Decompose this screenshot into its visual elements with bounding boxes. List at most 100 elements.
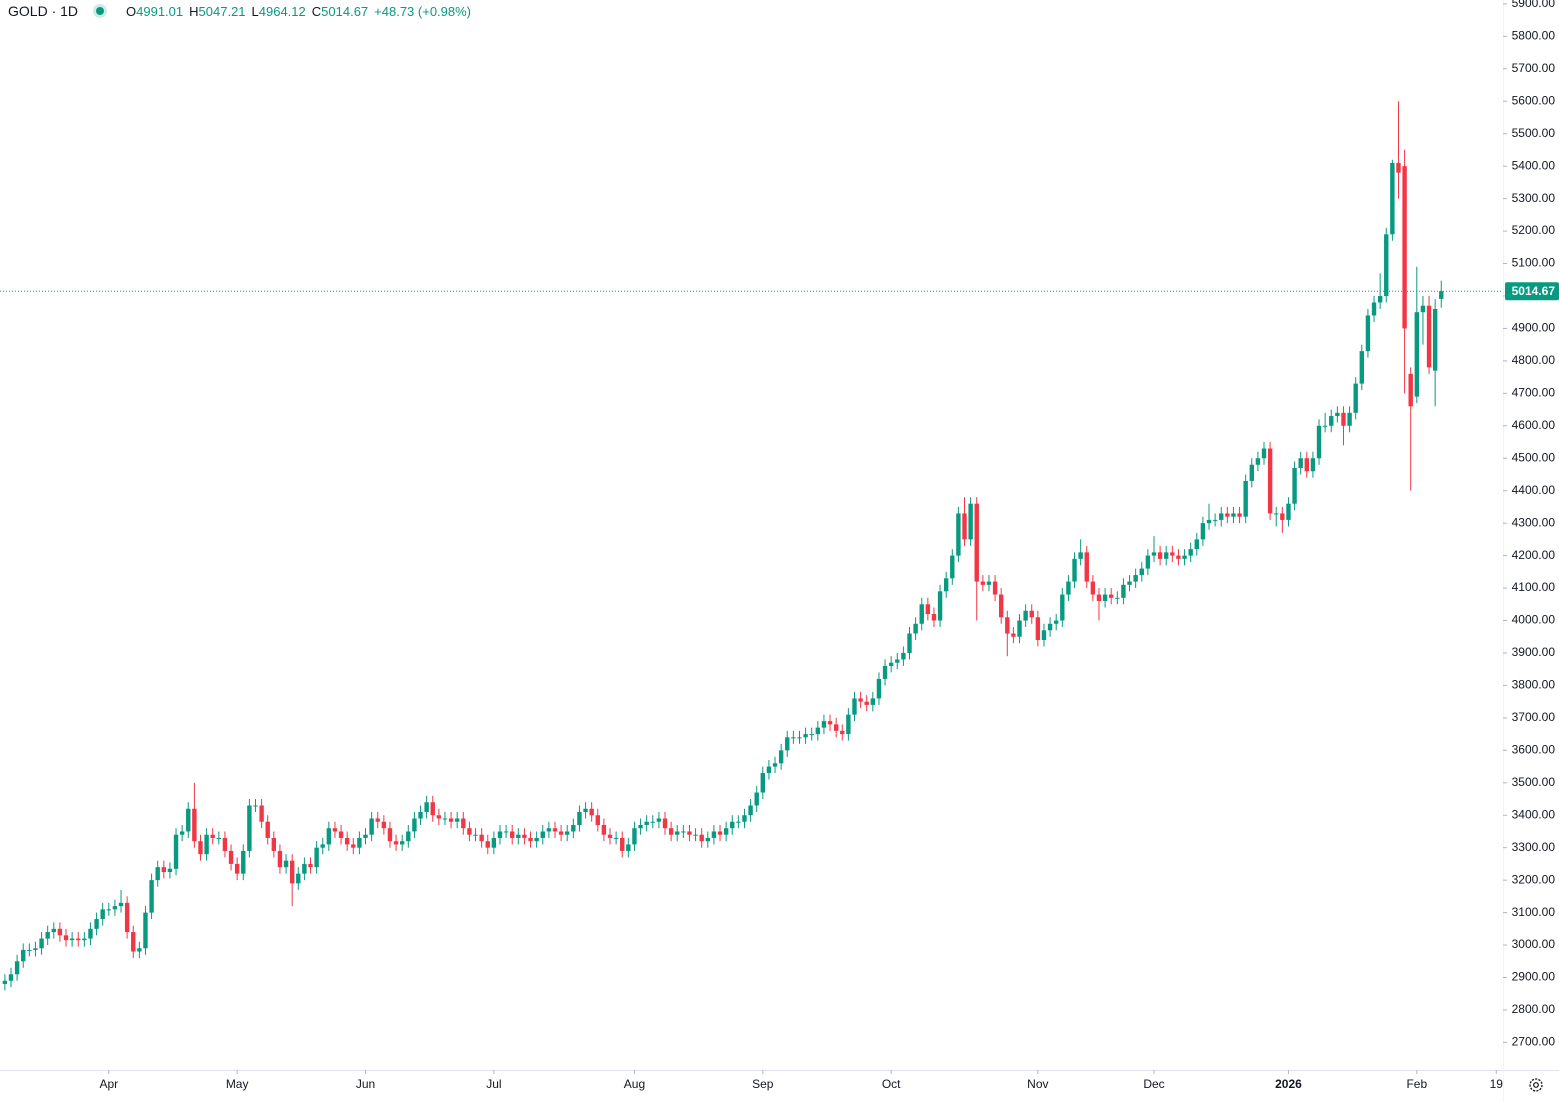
- candle-body: [112, 906, 118, 910]
- candle-body: [791, 737, 796, 739]
- candle-body: [320, 844, 325, 848]
- candle-body: [94, 919, 99, 929]
- candle-body: [1261, 448, 1267, 459]
- candle-body: [1353, 383, 1358, 413]
- close-key: C: [311, 3, 322, 19]
- candle-body: [1390, 162, 1395, 235]
- candle-body: [546, 828, 552, 832]
- candle-body: [467, 828, 472, 835]
- x-tick-label: 19: [1490, 1077, 1504, 1091]
- candle-body: [234, 863, 240, 874]
- candle-body: [601, 824, 607, 835]
- candle-body: [1249, 464, 1254, 481]
- candle-body: [950, 555, 955, 579]
- candle-body: [424, 802, 429, 812]
- y-tick-label: 5400.00: [1512, 158, 1556, 172]
- symbol[interactable]: GOLD · 1D: [8, 3, 79, 19]
- candle-body: [1145, 555, 1151, 569]
- candle-body: [381, 821, 387, 829]
- y-tick-label: 4800.00: [1512, 353, 1556, 367]
- candle-body: [613, 837, 619, 839]
- candle-body: [436, 815, 442, 819]
- candle-body: [717, 831, 723, 835]
- candle-body: [1011, 633, 1016, 637]
- candle-body: [662, 818, 668, 829]
- candle-body: [241, 850, 246, 874]
- settings-icon[interactable]: [1529, 1078, 1543, 1092]
- candle-body: [399, 841, 405, 845]
- settings-center[interactable]: [1533, 1082, 1539, 1088]
- open-value: 4991.01: [136, 3, 184, 19]
- candle-body: [369, 818, 374, 835]
- candle-body: [1060, 594, 1065, 621]
- high-value: 5047.21: [198, 3, 246, 19]
- candle-body: [1298, 458, 1303, 468]
- candle-body: [992, 581, 998, 595]
- last-price-box: [1505, 282, 1559, 301]
- candle-body: [510, 831, 515, 838]
- candle-body: [1096, 594, 1102, 602]
- candle-body: [742, 815, 747, 822]
- candle-body: [760, 773, 766, 793]
- candle-body: [797, 737, 802, 739]
- candle-body: [1151, 552, 1157, 556]
- candle-body: [1121, 584, 1126, 598]
- candle-body: [577, 811, 582, 825]
- candle-body: [1072, 558, 1077, 582]
- candle-body: [204, 834, 209, 855]
- settings-gear[interactable]: [1529, 1078, 1543, 1092]
- y-tick-label: 5200.00: [1512, 223, 1556, 237]
- candle-body: [589, 808, 594, 816]
- candle-body: [2, 980, 8, 984]
- candle-body: [296, 873, 301, 884]
- candle-body: [895, 659, 900, 663]
- candle-body: [1212, 519, 1218, 521]
- y-tick-label: 3800.00: [1512, 678, 1556, 692]
- candle-body: [1384, 234, 1389, 296]
- candle-body: [864, 701, 869, 705]
- y-tick-label: 3300.00: [1512, 840, 1556, 854]
- last-price-label: 5014.67: [1512, 284, 1556, 298]
- candle-body: [827, 721, 833, 725]
- candle-body: [1102, 594, 1108, 602]
- candle-body: [1426, 305, 1432, 368]
- y-tick-label: 3600.00: [1512, 743, 1556, 757]
- candle-body: [137, 948, 142, 952]
- candle-body: [1286, 503, 1291, 520]
- candle-body: [161, 867, 167, 873]
- candle-body: [454, 818, 460, 822]
- candle-body: [1115, 597, 1120, 599]
- candle-body: [1414, 312, 1420, 397]
- candle-body: [265, 821, 270, 838]
- x-tick-label: Oct: [882, 1077, 901, 1091]
- candle-body: [840, 730, 845, 735]
- candle-body: [1109, 594, 1114, 598]
- candle-body: [473, 834, 478, 836]
- y-tick-label: 4900.00: [1512, 321, 1556, 335]
- candle-body: [247, 805, 252, 851]
- candle-body: [907, 633, 912, 653]
- candle-body: [430, 802, 435, 816]
- candle-body: [1090, 581, 1096, 595]
- candle-body: [1402, 166, 1407, 329]
- candle-body: [1439, 291, 1444, 299]
- candle-body: [1194, 539, 1199, 550]
- x-tick-label: Aug: [624, 1077, 645, 1091]
- candle-body: [302, 863, 307, 874]
- candle-body: [179, 831, 185, 835]
- candle-body: [100, 909, 105, 920]
- candle-body: [393, 841, 399, 845]
- candle-body: [778, 750, 784, 764]
- candle-body: [1139, 568, 1144, 576]
- candle-body: [344, 837, 350, 845]
- x-tick-label: Jun: [356, 1077, 375, 1091]
- candle-body: [711, 831, 717, 838]
- candle-body: [1157, 552, 1163, 559]
- candle-body: [852, 698, 857, 715]
- candle-body: [155, 867, 160, 881]
- candle-body: [1017, 620, 1022, 637]
- candle-body: [167, 868, 173, 873]
- candle-body: [583, 808, 588, 812]
- candle-body: [497, 831, 503, 838]
